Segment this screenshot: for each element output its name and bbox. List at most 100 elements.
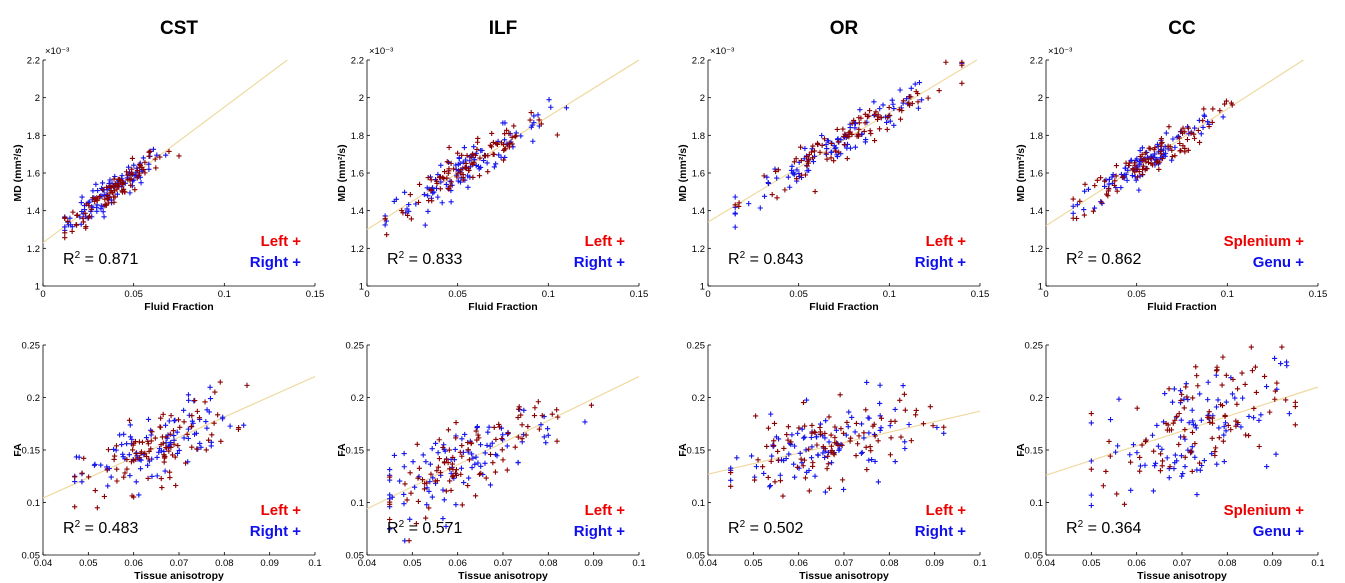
x-tick-label: 0.09	[584, 558, 603, 569]
point-group-1	[1136, 169, 1142, 175]
point-group-2	[1081, 206, 1087, 213]
point-group-1	[509, 141, 515, 147]
point-group-1	[1098, 175, 1104, 181]
point-group-1	[536, 426, 542, 432]
point-group-2	[545, 426, 551, 432]
point-group-1	[399, 207, 405, 214]
point-group-1	[1074, 215, 1080, 222]
point-group-2	[487, 482, 494, 488]
point-group-1	[875, 438, 881, 444]
point-group-2	[767, 482, 773, 489]
point-group-1	[1233, 418, 1239, 424]
point-group-1	[109, 189, 115, 196]
point-group-1	[73, 222, 80, 228]
point-group-1	[1111, 182, 1118, 189]
point-group-2	[866, 457, 872, 463]
point-group-2	[1190, 418, 1196, 424]
point-group-2	[819, 132, 825, 139]
legend-entry-2: Right +	[574, 523, 625, 540]
x-tick-label: 0.05	[1082, 558, 1101, 569]
point-group-1	[796, 425, 802, 431]
point-group-2	[545, 432, 551, 438]
point-group-2	[892, 406, 898, 413]
point-group-1	[1272, 396, 1278, 402]
point-group-2	[473, 162, 479, 169]
point-group-1	[440, 444, 446, 451]
point-group-1	[103, 202, 109, 208]
point-group-1	[825, 461, 831, 467]
point-group-1	[1070, 196, 1076, 202]
point-group-1	[800, 463, 806, 469]
point-group-1	[518, 412, 524, 418]
point-group-1	[943, 59, 949, 65]
point-group-1	[203, 447, 209, 453]
x-tick-label: 0.05	[448, 289, 467, 300]
point-group-1	[1239, 370, 1245, 376]
point-group-1	[453, 419, 459, 426]
x-tick-label: 0.07	[1173, 558, 1192, 569]
point-group-2	[862, 139, 869, 145]
point-group-2	[424, 502, 430, 508]
r-squared-exponent: 2	[1078, 250, 1084, 261]
point-group-1	[1090, 208, 1097, 214]
point-group-1	[1103, 468, 1109, 475]
point-group-2	[877, 427, 883, 434]
point-group-2	[1088, 492, 1094, 498]
y-tick-label: 0.2	[27, 393, 40, 404]
point-group-1	[1205, 414, 1211, 420]
point-group-1	[72, 474, 78, 480]
point-group-2	[126, 452, 132, 458]
point-group-1	[862, 120, 868, 126]
point-group-1	[798, 157, 804, 164]
point-group-2	[1172, 452, 1178, 458]
point-group-1	[1251, 405, 1257, 412]
point-group-2	[67, 215, 73, 221]
point-group-1	[121, 186, 127, 192]
point-group-1	[755, 457, 761, 463]
panel-6: 0.04 0.05 0.06 0.07 0.08 0.09 0.10.050.10.150.…	[677, 341, 987, 583]
point-group-1	[65, 218, 71, 224]
point-group-1	[474, 146, 480, 153]
point-group-1	[416, 181, 423, 188]
point-group-1	[1190, 395, 1196, 401]
point-group-1	[419, 477, 426, 483]
point-group-2	[1118, 184, 1124, 191]
point-group-1	[104, 467, 110, 473]
r-squared-exponent: 2	[75, 250, 81, 261]
point-group-2	[435, 450, 441, 456]
point-group-2	[197, 440, 203, 447]
point-group-1	[1195, 383, 1201, 389]
point-group-2	[1221, 458, 1227, 465]
r-squared-symbol: R	[728, 520, 740, 537]
point-group-2	[441, 442, 447, 448]
point-group-2	[1129, 172, 1135, 179]
point-group-1	[794, 176, 800, 182]
point-group-2	[154, 454, 160, 461]
point-group-2	[772, 166, 778, 172]
point-group-1	[1155, 158, 1161, 164]
point-group-2	[410, 459, 416, 465]
point-group-2	[912, 81, 918, 87]
point-group-1	[848, 435, 854, 441]
point-group-1	[487, 142, 493, 148]
point-group-2	[456, 155, 462, 162]
y-axis-label: FA	[677, 443, 689, 457]
point-group-1	[447, 466, 453, 472]
point-group-2	[140, 155, 146, 161]
point-group-1	[920, 421, 927, 427]
legend-entry-1: Left +	[585, 502, 626, 519]
point-group-1	[169, 452, 176, 458]
point-group-1	[834, 126, 840, 133]
point-group-1	[126, 417, 133, 423]
point-group-2	[1198, 417, 1204, 423]
point-group-1	[145, 438, 151, 444]
point-group-1	[453, 435, 459, 441]
point-group-1	[1140, 163, 1147, 169]
point-group-1	[436, 456, 443, 462]
point-group-2	[803, 397, 810, 403]
point-group-2	[799, 460, 805, 466]
point-group-2	[469, 464, 475, 471]
point-group-2	[857, 107, 863, 113]
point-group-1	[425, 174, 431, 181]
point-group-1	[212, 389, 218, 395]
